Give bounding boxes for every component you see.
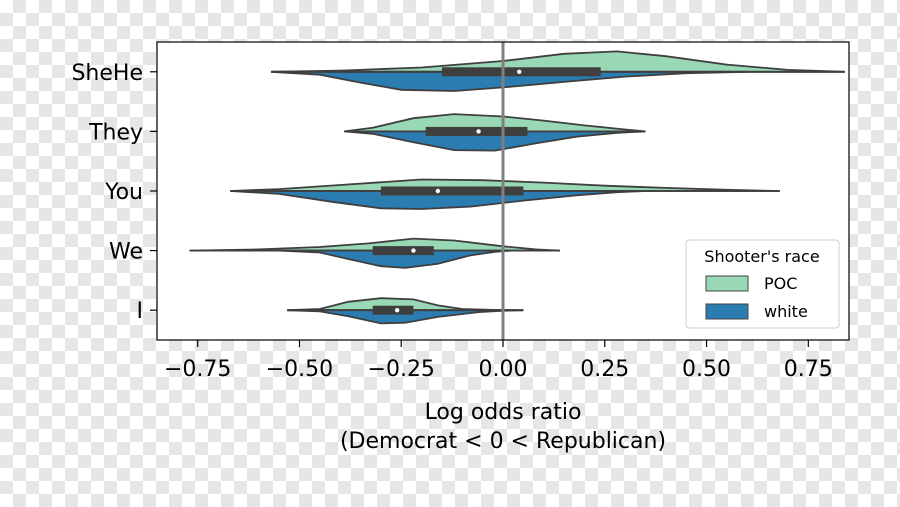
median-dot-shehe (517, 69, 522, 75)
x-axis-title-line2: (Democrat < 0 < Republican) (340, 429, 666, 454)
x-tick-label-4: 0.25 (580, 357, 629, 382)
violin-shehe-poc (270, 50, 845, 73)
x-tick-label-2: −0.25 (368, 357, 435, 382)
legend: Shooter's race POC white (685, 239, 840, 329)
median-dot-we (411, 248, 416, 253)
y-tick-label-i: I (137, 299, 144, 324)
x-tick-label-1: −0.50 (266, 357, 333, 382)
x-tick-label-6: 0.75 (784, 357, 833, 382)
violin-they (344, 113, 646, 152)
median-dot-i (394, 308, 400, 313)
median-dot-you (435, 188, 441, 194)
y-tick-label-they: They (88, 120, 143, 145)
x-axis-title-line1: Log odds ratio (425, 400, 582, 425)
legend-swatch-white (705, 303, 749, 320)
legend-swatch-poc (705, 275, 749, 292)
y-tick-label-shehe: SheHe (71, 61, 143, 86)
y-tick-label-we: We (109, 240, 143, 265)
violin-i (287, 297, 524, 325)
iqr-box-i (372, 305, 414, 315)
violin-they-poc (344, 113, 646, 133)
violin-you (230, 178, 780, 210)
median-dot-they (476, 129, 481, 134)
legend-title: Shooter's race (704, 247, 819, 266)
x-axis: −0.75 −0.50 −0.25 0.00 0.25 0.50 0.75 (164, 340, 833, 382)
y-axis: SheHe They You We I (71, 61, 157, 324)
y-tick-label-you: You (104, 180, 143, 205)
iqr-box-we (372, 246, 434, 256)
legend-label-poc: POC (764, 274, 797, 293)
x-tick-label-5: 0.50 (682, 357, 731, 382)
x-tick-label-0: −0.75 (164, 357, 231, 382)
iqr-box-you (380, 186, 524, 196)
legend-label-white: white (764, 302, 808, 321)
x-tick-label-3: 0.00 (479, 357, 528, 382)
violin-we (189, 237, 561, 269)
violins (189, 50, 845, 325)
